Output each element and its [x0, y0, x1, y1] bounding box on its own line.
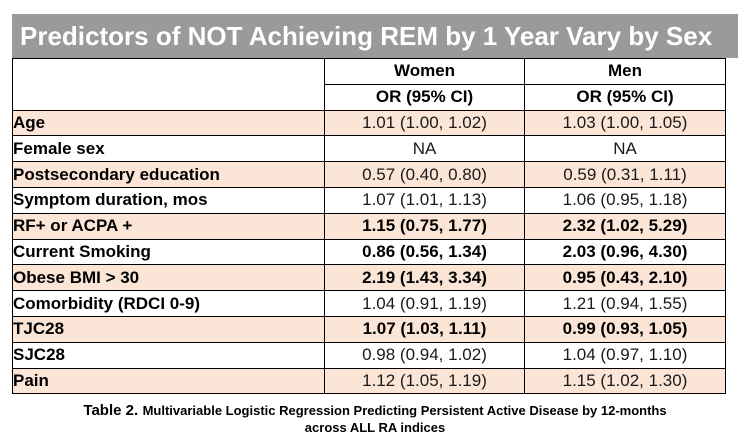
men-value: 0.95 (0.43, 2.10)	[524, 264, 726, 292]
men-value: 0.59 (0.31, 1.11)	[524, 161, 726, 188]
row-label: Symptom duration, mos	[12, 186, 325, 214]
men-value: 2.03 (0.96, 4.30)	[524, 238, 726, 266]
women-value: 1.12 (1.05, 1.19)	[324, 367, 525, 395]
women-value: 0.98 (0.94, 1.02)	[324, 341, 525, 369]
women-value: 1.15 (0.75, 1.77)	[324, 212, 525, 240]
row-label: Obese BMI > 30	[12, 264, 325, 292]
caption-lead: Table 2.	[83, 402, 139, 419]
men-value: 2.32 (1.02, 5.29)	[524, 212, 726, 240]
table-row: Pain 1.12 (1.05, 1.19) 1.15 (1.02, 1.30)	[12, 367, 726, 395]
women-value: NA	[324, 135, 525, 163]
row-label: Female sex	[12, 135, 325, 163]
slide-title: Predictors of NOT Achieving REM by 1 Yea…	[12, 14, 738, 58]
table-row: Symptom duration, mos 1.07 (1.01, 1.13) …	[12, 186, 726, 214]
women-value: 1.04 (0.91, 1.19)	[324, 290, 525, 317]
header-row-metric: OR (95% CI) OR (95% CI)	[13, 83, 726, 111]
women-value: 0.57 (0.40, 0.80)	[324, 161, 525, 188]
table-row: Obese BMI > 30 2.19 (1.43, 3.34) 0.95 (0…	[12, 264, 726, 292]
table-row: Age 1.01 (1.00, 1.02) 1.03 (1.00, 1.05)	[12, 109, 726, 137]
row-label: Age	[12, 109, 325, 137]
row-label: TJC28	[12, 315, 325, 343]
row-label: Pain	[12, 367, 325, 395]
row-label: SJC28	[12, 341, 325, 369]
header-women-or-ci: OR (95% CI)	[324, 83, 525, 111]
table-caption: Table 2. Multivariable Logistic Regressi…	[0, 402, 750, 436]
row-label: RF+ or ACPA +	[12, 212, 325, 240]
header-blank	[12, 58, 325, 111]
header-men: Men	[524, 58, 726, 85]
men-value: 1.06 (0.95, 1.18)	[524, 186, 726, 214]
men-value: 1.21 (0.94, 1.55)	[524, 290, 726, 317]
row-label: Current Smoking	[12, 238, 325, 266]
table-row: Comorbidity (RDCI 0-9) 1.04 (0.91, 1.19)…	[12, 290, 726, 317]
caption-line-2: across ALL RA indices	[304, 420, 446, 435]
men-value: 1.15 (1.02, 1.30)	[524, 367, 726, 395]
table-row: Current Smoking 0.86 (0.56, 1.34) 2.03 (…	[12, 238, 726, 266]
men-value: 0.99 (0.93, 1.05)	[524, 315, 726, 343]
table-row: Female sex NA NA	[12, 135, 726, 163]
women-value: 2.19 (1.43, 3.34)	[324, 264, 525, 292]
table-row: TJC28 1.07 (1.03, 1.11) 0.99 (0.93, 1.05…	[12, 315, 726, 343]
row-label: Postsecondary education	[12, 161, 325, 188]
women-value: 1.01 (1.00, 1.02)	[324, 109, 525, 137]
results-table: Women Men OR (95% CI) OR (95% CI) Age 1.…	[12, 58, 726, 395]
women-value: 1.07 (1.03, 1.11)	[324, 315, 525, 343]
header-row-sex: Women Men	[12, 58, 726, 111]
men-value: 1.04 (0.97, 1.10)	[524, 341, 726, 369]
table-row: SJC28 0.98 (0.94, 1.02) 1.04 (0.97, 1.10…	[12, 341, 726, 369]
men-value: 1.03 (1.00, 1.05)	[524, 109, 726, 137]
header-women: Women	[324, 58, 525, 85]
men-value: NA	[524, 135, 726, 163]
women-value: 0.86 (0.56, 1.34)	[324, 238, 525, 266]
header-men-or-ci: OR (95% CI)	[524, 83, 726, 111]
caption-line-1: Table 2. Multivariable Logistic Regressi…	[0, 402, 750, 419]
caption-text: Multivariable Logistic Regression Predic…	[142, 403, 667, 418]
women-value: 1.07 (1.01, 1.13)	[324, 186, 525, 214]
table-row: Postsecondary education 0.57 (0.40, 0.80…	[12, 161, 726, 188]
row-label: Comorbidity (RDCI 0-9)	[12, 290, 325, 317]
table-row: RF+ or ACPA + 1.15 (0.75, 1.77) 2.32 (1.…	[12, 212, 726, 240]
